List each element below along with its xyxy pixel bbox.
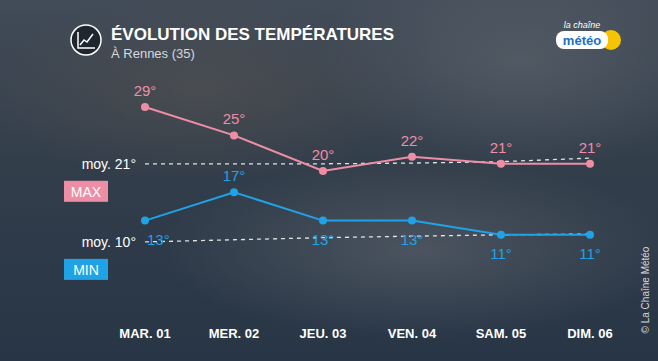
credit: © La Chaîne Météo (640, 246, 651, 333)
data-label: 11° (490, 245, 512, 262)
icon-line (80, 34, 93, 45)
background-overlay (0, 0, 658, 361)
reference-label: moy. 21° (82, 156, 136, 172)
legend-label: MIN (73, 262, 99, 278)
point (230, 188, 238, 196)
data-label: 11° (579, 245, 601, 262)
x-tick-label: DIM. 06 (567, 326, 613, 341)
labels: 29° 25° 20° 22° 21° 21° 13° 17° 13° 13° 11° 11° moy.… (64, 82, 601, 280)
x-tick-label: VEN. 04 (388, 326, 437, 341)
x-tick-label: MER. 02 (209, 326, 260, 341)
data-label: 20° (312, 146, 335, 163)
data-label: 21° (490, 139, 513, 156)
chart-icon (71, 25, 101, 55)
legend-box (64, 181, 108, 202)
icon-axes (78, 32, 95, 48)
chart-root: ÉVOLUTION DES TEMPÉRATURES À Rennes (35) l… (0, 0, 658, 361)
icon-circle (71, 25, 101, 55)
point (141, 217, 149, 225)
x-tick-label: MAR. 01 (119, 326, 170, 341)
subtitle: À Rennes (35) (111, 46, 195, 61)
data-label: 13° (401, 231, 424, 248)
series-line (145, 192, 590, 235)
logo-pill (556, 31, 608, 49)
series-line (145, 107, 590, 171)
data-label: 21° (579, 139, 602, 156)
point (497, 160, 505, 168)
x-tick-label: SAM. 05 (476, 326, 527, 341)
data-label: 13° (312, 231, 335, 248)
chart-svg: ÉVOLUTION DES TEMPÉRATURES À Rennes (35) l… (0, 0, 658, 361)
point (408, 217, 416, 225)
logo-text: météo (563, 33, 601, 48)
x-tick-label: JEU. 03 (300, 326, 347, 341)
reference-label: moy. 10° (82, 234, 136, 250)
point (408, 153, 416, 161)
point (141, 103, 149, 111)
point (230, 131, 238, 139)
data-label: 29° (134, 82, 157, 99)
logo-text: la chaîne (564, 20, 601, 30)
data-label: 22° (401, 132, 424, 149)
data-label: 17° (223, 167, 246, 184)
point (319, 217, 327, 225)
legend-box (64, 259, 108, 280)
title: ÉVOLUTION DES TEMPÉRATURES (111, 25, 394, 44)
point (497, 231, 505, 239)
legend-label: MAX (71, 184, 102, 200)
plot-marks (141, 103, 594, 242)
point (586, 160, 594, 168)
logo: la chaîne météo (556, 20, 621, 50)
data-label: 25° (223, 110, 246, 127)
point (586, 231, 594, 239)
data-label: 13° (147, 231, 170, 248)
point (319, 167, 327, 175)
background (0, 0, 658, 361)
